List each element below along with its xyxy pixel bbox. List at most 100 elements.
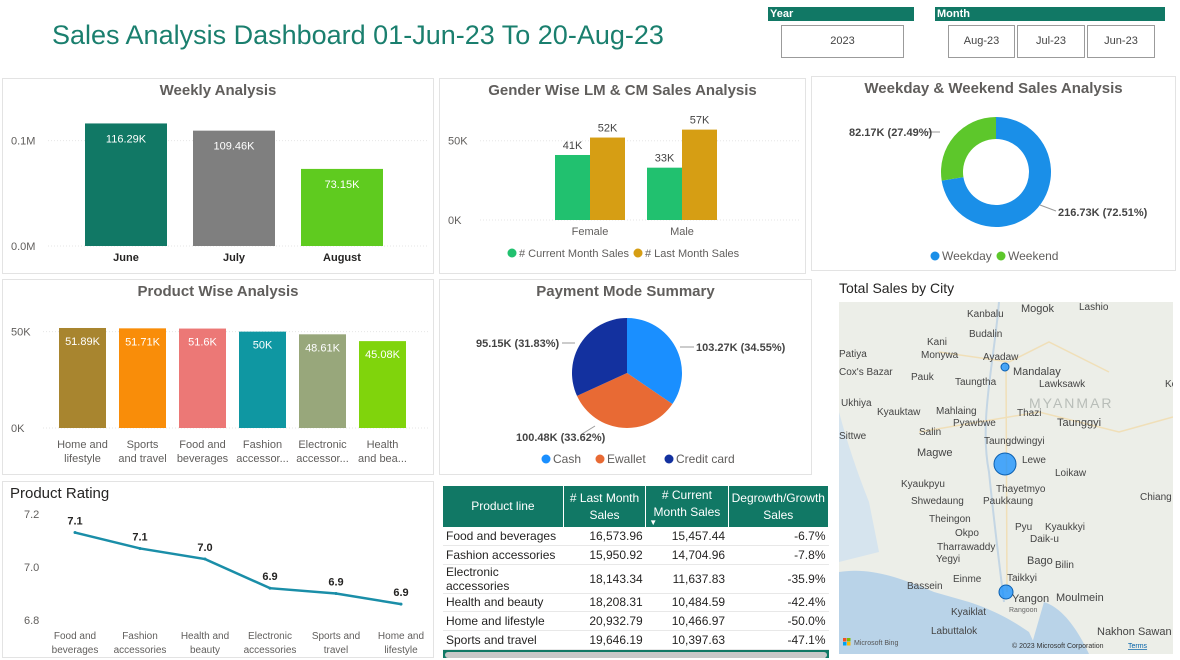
month-option-jul[interactable]: Jul-23 bbox=[1017, 25, 1085, 58]
product-bar-label: 48.61K bbox=[305, 342, 341, 354]
payment-legend: Credit card bbox=[676, 452, 735, 466]
map-place-label: MYANMAR bbox=[1029, 395, 1114, 411]
cell-value: -50.0% bbox=[728, 611, 829, 632]
product-bar-label: 51.71K bbox=[125, 336, 161, 348]
weekly-xtick: August bbox=[323, 252, 361, 264]
map-place-label: Daik-u bbox=[1030, 534, 1059, 545]
weekly-chart[interactable]: 0.1M 0.0M 116.29K June 109.46K July 73.15K Augu… bbox=[3, 79, 433, 273]
month-option-jun[interactable]: Jun-23 bbox=[1087, 25, 1155, 58]
rating-point-label: 6.9 bbox=[262, 571, 277, 583]
rating-point bbox=[73, 531, 77, 535]
map-place-label: Labuttalok bbox=[931, 626, 978, 637]
map-place-label: Paukkaung bbox=[983, 496, 1033, 507]
product-line-table[interactable]: Product line # Last Month Sales # Curren… bbox=[443, 486, 830, 658]
map-coast bbox=[839, 412, 879, 562]
payment-legend-dot bbox=[541, 454, 551, 464]
product-bar-label: 51.89K bbox=[65, 336, 101, 348]
map-bubble-naypyitaw bbox=[993, 452, 1017, 476]
product-bar-label: 45.08K bbox=[365, 349, 401, 361]
cell-value: 18,208.31 bbox=[563, 593, 646, 613]
map-place-label: Taungdwingyi bbox=[984, 436, 1045, 447]
gender-bar bbox=[555, 154, 590, 220]
col-current-month-label: # Current Month Sales bbox=[653, 487, 721, 519]
map-place-label: Kyaiklat bbox=[951, 607, 986, 618]
table-scrollbar[interactable] bbox=[445, 652, 827, 658]
table-row[interactable]: Fashion accessories 15,950.92 14,704.96 -7.… bbox=[443, 545, 829, 565]
product-xtick: Home and lifestyle bbox=[57, 439, 108, 465]
table-row[interactable]: Sports and travel 19,646.19 10,397.63 -47.1… bbox=[443, 630, 829, 650]
map-bubble-yangon bbox=[998, 584, 1014, 600]
map-place-label: Kyauktaw bbox=[877, 407, 921, 418]
map-place-label: Thazi bbox=[1017, 408, 1041, 419]
product-analysis-title: Product Wise Analysis bbox=[137, 283, 299, 300]
gender-bar-label: 57K bbox=[690, 115, 710, 127]
sort-desc-icon: ▼ bbox=[649, 517, 658, 527]
map-place-label: Pyawbwe bbox=[953, 418, 996, 429]
month-option-aug[interactable]: Aug-23 bbox=[948, 25, 1015, 58]
rating-xtick-line: accessories bbox=[114, 645, 167, 656]
product-xtick-line: Home and bbox=[57, 439, 108, 451]
col-last-month[interactable]: # Last Month Sales bbox=[563, 486, 647, 527]
weekly-bar bbox=[301, 168, 383, 246]
weekday-weekend-panel: Weekday & Weekend Sales Analysis 216.73K… bbox=[811, 76, 1176, 271]
map-place-label: Magwe bbox=[917, 447, 952, 459]
col-product-line[interactable]: Product line bbox=[443, 486, 564, 527]
year-option-2023[interactable]: 2023 bbox=[781, 25, 904, 58]
rating-xtick-line: Sports and bbox=[312, 631, 360, 642]
map-place-label: Bilin bbox=[1055, 560, 1074, 571]
map-place-label: Mahlaing bbox=[936, 406, 977, 417]
rating-chart[interactable]: 7.2 7.0 6.8 7.1 Food and beverages 7.1 Fashion a… bbox=[3, 482, 433, 657]
rating-xtick-line: accessories bbox=[244, 645, 297, 656]
weekly-bar bbox=[193, 130, 275, 246]
map-road bbox=[918, 411, 1173, 433]
col-current-month[interactable]: # Current Month Sales ▼ bbox=[645, 486, 729, 527]
gender-ytick: 50K bbox=[448, 136, 468, 148]
cell-value: 19,646.19 bbox=[563, 630, 646, 650]
payment-mode-panel: Payment Mode Summary 103.27K (34.55%) 100… bbox=[439, 279, 812, 475]
rating-point bbox=[334, 592, 338, 595]
cell-product: Fashion accessories bbox=[443, 545, 564, 565]
cell-value: -6.7% bbox=[728, 527, 829, 546]
product-chart[interactable]: 50K 0K 51.89K Home and lifestyle 51.71K Sports… bbox=[3, 280, 433, 474]
rating-xtick-line: Home and bbox=[378, 631, 424, 642]
cell-product: Health and beauty bbox=[443, 593, 564, 613]
table-row[interactable]: Health and beauty 18,208.31 10,484.59 -42.4… bbox=[443, 593, 829, 613]
map-road bbox=[938, 341, 1110, 373]
product-analysis-panel: Product Wise Analysis 50K 0K 51.89K Home an… bbox=[2, 279, 434, 475]
map-terms-link[interactable]: Terms bbox=[1128, 643, 1148, 650]
weekly-bar-label: 73.15K bbox=[325, 179, 361, 191]
map-place-label: Salin bbox=[919, 427, 941, 438]
map-place-label: Kani bbox=[927, 337, 947, 348]
payment-ewallet-leader bbox=[581, 425, 596, 435]
table-row[interactable]: Electronic accessories 18,143.34 11,637.83… bbox=[443, 564, 829, 594]
map-logo-text: Microsoft Bing bbox=[854, 640, 898, 647]
rating-xtick: Sports and travel bbox=[312, 631, 360, 656]
col-growth[interactable]: Degrowth/Growth Sales bbox=[728, 486, 830, 527]
table-row[interactable]: Food and beverages 16,573.96 15,457.44 -6.7… bbox=[443, 527, 829, 546]
product-xtick-line: Sports bbox=[127, 439, 159, 451]
map-place-label: Pauk bbox=[911, 372, 935, 383]
map-place-label: Okpo bbox=[955, 528, 979, 539]
rating-xtick-line: Fashion bbox=[122, 631, 158, 642]
gender-chart[interactable]: 50K 0K 41K 52K Female 33K 57K Male # Current Mon… bbox=[440, 79, 805, 273]
map-place-label: Taungtha bbox=[955, 377, 997, 388]
payment-credit-label: 95.15K (31.83%) bbox=[476, 338, 559, 350]
payment-legend: Ewallet bbox=[607, 452, 646, 466]
city-sales-map[interactable]: Mogok Lashio Kanbalu Budalin Kani Monywa Ayada… bbox=[839, 302, 1173, 654]
map-sea bbox=[839, 570, 1039, 654]
map-place-label: Bassein bbox=[907, 581, 943, 592]
payment-slice bbox=[576, 373, 673, 428]
map-place-label: Thayetmyo bbox=[996, 484, 1046, 495]
product-xtick-line: accessor... bbox=[236, 453, 289, 465]
map-place-label: Yangon bbox=[1012, 593, 1049, 605]
weekly-ytick: 0.0M bbox=[11, 241, 35, 253]
product-xtick: Health and bea... bbox=[358, 439, 407, 465]
map-place-label: Rangoon bbox=[1009, 607, 1038, 614]
map-bubble-mandalay bbox=[1000, 362, 1010, 372]
payment-chart[interactable]: 103.27K (34.55%) 100.48K (33.62%) 95.15K (… bbox=[440, 280, 811, 474]
rating-point-label: 7.1 bbox=[67, 516, 82, 528]
table-row[interactable]: Home and lifestyle 20,932.79 10,466.97 -50.… bbox=[443, 611, 829, 632]
weekend-legend: Weekend bbox=[1008, 249, 1058, 263]
map-logo-tile bbox=[843, 642, 847, 646]
weekday-weekend-chart[interactable]: 216.73K (72.51%)82.17K (27.49%)Weekday We… bbox=[812, 77, 1175, 270]
